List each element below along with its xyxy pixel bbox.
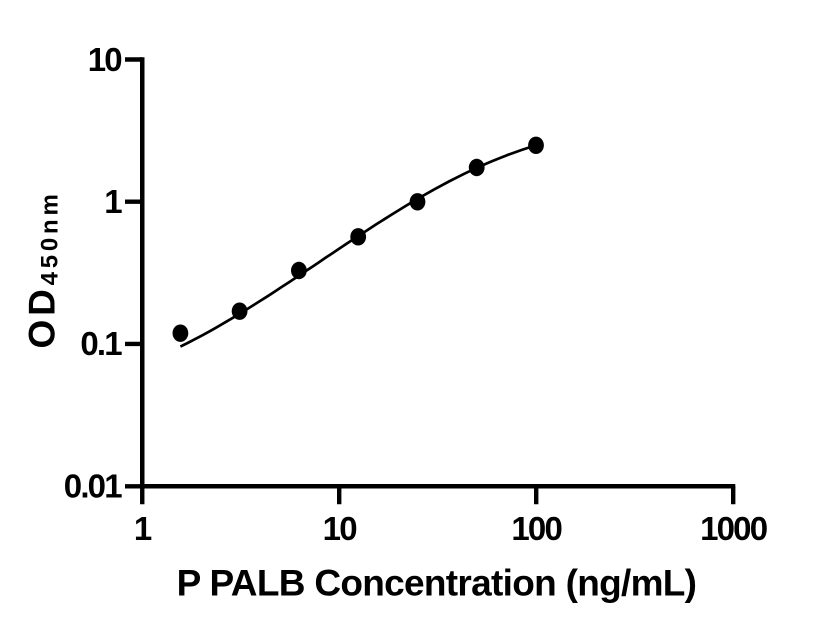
svg-text:10: 10 [88, 41, 122, 78]
svg-text:1: 1 [104, 183, 122, 220]
svg-text:1: 1 [134, 510, 152, 547]
svg-text:P PALB Concentration (ng/mL): P PALB Concentration (ng/mL) [177, 562, 697, 603]
svg-text:OD450nm: OD450nm [22, 190, 64, 348]
svg-text:0.01: 0.01 [64, 468, 122, 505]
svg-text:1000: 1000 [700, 510, 767, 547]
svg-text:100: 100 [511, 510, 561, 547]
svg-text:0.1: 0.1 [80, 325, 122, 362]
svg-text:10: 10 [323, 510, 357, 547]
